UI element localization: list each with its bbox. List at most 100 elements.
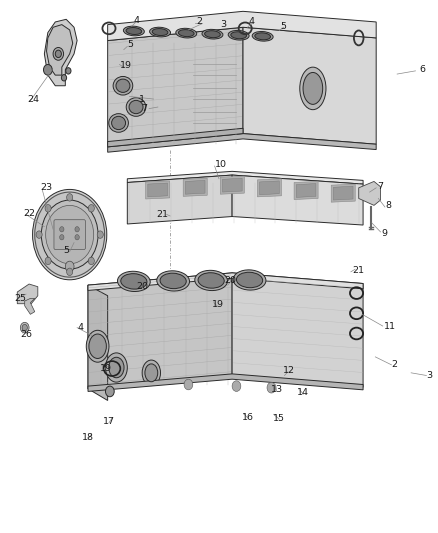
Circle shape (106, 386, 114, 397)
Text: 3: 3 (426, 371, 432, 380)
Text: 16: 16 (242, 413, 254, 422)
Text: 4: 4 (133, 16, 139, 25)
Ellipse shape (233, 270, 266, 290)
Text: 9: 9 (382, 229, 388, 238)
Ellipse shape (252, 31, 273, 41)
Ellipse shape (124, 26, 145, 36)
Ellipse shape (142, 360, 160, 385)
Ellipse shape (116, 79, 130, 92)
Polygon shape (88, 273, 232, 389)
Polygon shape (148, 183, 167, 197)
Text: 14: 14 (297, 388, 309, 397)
Text: 10: 10 (215, 160, 226, 169)
Ellipse shape (126, 28, 142, 35)
Text: 19: 19 (120, 61, 131, 70)
Polygon shape (25, 298, 35, 314)
Ellipse shape (121, 273, 147, 289)
Ellipse shape (255, 33, 271, 40)
Polygon shape (258, 179, 282, 197)
Text: 18: 18 (82, 433, 94, 442)
Ellipse shape (178, 30, 194, 37)
Polygon shape (88, 273, 363, 290)
Text: 20: 20 (225, 276, 237, 285)
Text: 7: 7 (377, 182, 383, 191)
Circle shape (22, 325, 27, 331)
Polygon shape (44, 19, 77, 86)
Circle shape (55, 50, 61, 58)
Polygon shape (294, 181, 318, 199)
FancyBboxPatch shape (54, 220, 85, 249)
Polygon shape (296, 183, 316, 197)
Text: 20: 20 (137, 282, 148, 291)
Polygon shape (108, 11, 376, 41)
Text: 11: 11 (384, 321, 396, 330)
Ellipse shape (89, 334, 106, 359)
Polygon shape (220, 176, 244, 194)
Polygon shape (333, 186, 353, 200)
Polygon shape (232, 175, 363, 225)
Circle shape (61, 75, 67, 81)
Circle shape (20, 322, 29, 333)
Polygon shape (223, 178, 242, 192)
Ellipse shape (109, 357, 124, 378)
Polygon shape (331, 184, 355, 202)
Circle shape (97, 231, 103, 238)
Text: 24: 24 (28, 94, 40, 103)
Text: 4: 4 (77, 323, 83, 332)
Ellipse shape (198, 273, 224, 288)
Ellipse shape (157, 271, 190, 291)
Circle shape (53, 47, 64, 60)
Circle shape (65, 261, 74, 272)
Ellipse shape (145, 364, 158, 382)
Ellipse shape (300, 67, 326, 110)
Circle shape (32, 189, 107, 280)
Ellipse shape (237, 272, 263, 288)
Circle shape (75, 235, 79, 240)
Text: 8: 8 (386, 201, 392, 211)
Circle shape (41, 200, 98, 269)
Circle shape (46, 205, 94, 264)
Ellipse shape (303, 72, 323, 104)
Circle shape (60, 235, 64, 240)
Text: 26: 26 (20, 329, 32, 338)
Text: 21: 21 (352, 266, 364, 275)
Ellipse shape (109, 114, 128, 132)
Text: 7: 7 (141, 104, 147, 113)
Circle shape (43, 64, 52, 75)
Polygon shape (183, 178, 207, 196)
Circle shape (35, 192, 105, 277)
Text: 6: 6 (420, 66, 426, 74)
Circle shape (75, 227, 79, 232)
Text: 17: 17 (103, 417, 115, 426)
Ellipse shape (160, 273, 186, 289)
Ellipse shape (176, 28, 197, 38)
Ellipse shape (150, 27, 170, 37)
Text: 3: 3 (220, 20, 226, 29)
Ellipse shape (228, 30, 249, 40)
Polygon shape (127, 175, 232, 224)
Text: 5: 5 (127, 41, 133, 50)
Text: 25: 25 (14, 294, 27, 303)
Text: 1: 1 (139, 94, 145, 103)
Text: 5: 5 (64, 246, 70, 255)
Text: 2: 2 (196, 18, 202, 27)
Circle shape (36, 231, 42, 238)
Circle shape (45, 257, 51, 265)
Polygon shape (108, 27, 243, 147)
Text: 5: 5 (281, 22, 286, 31)
Ellipse shape (117, 271, 150, 292)
Text: 19: 19 (212, 300, 224, 309)
Polygon shape (108, 134, 376, 152)
Text: 21: 21 (157, 211, 169, 220)
Polygon shape (88, 285, 108, 400)
Circle shape (184, 379, 193, 390)
Ellipse shape (86, 330, 109, 362)
Polygon shape (359, 181, 381, 205)
Polygon shape (146, 181, 170, 199)
Polygon shape (260, 181, 279, 195)
Text: 12: 12 (283, 366, 295, 375)
Ellipse shape (112, 116, 126, 130)
Ellipse shape (231, 32, 247, 39)
Text: 4: 4 (249, 18, 255, 27)
Circle shape (45, 205, 51, 212)
